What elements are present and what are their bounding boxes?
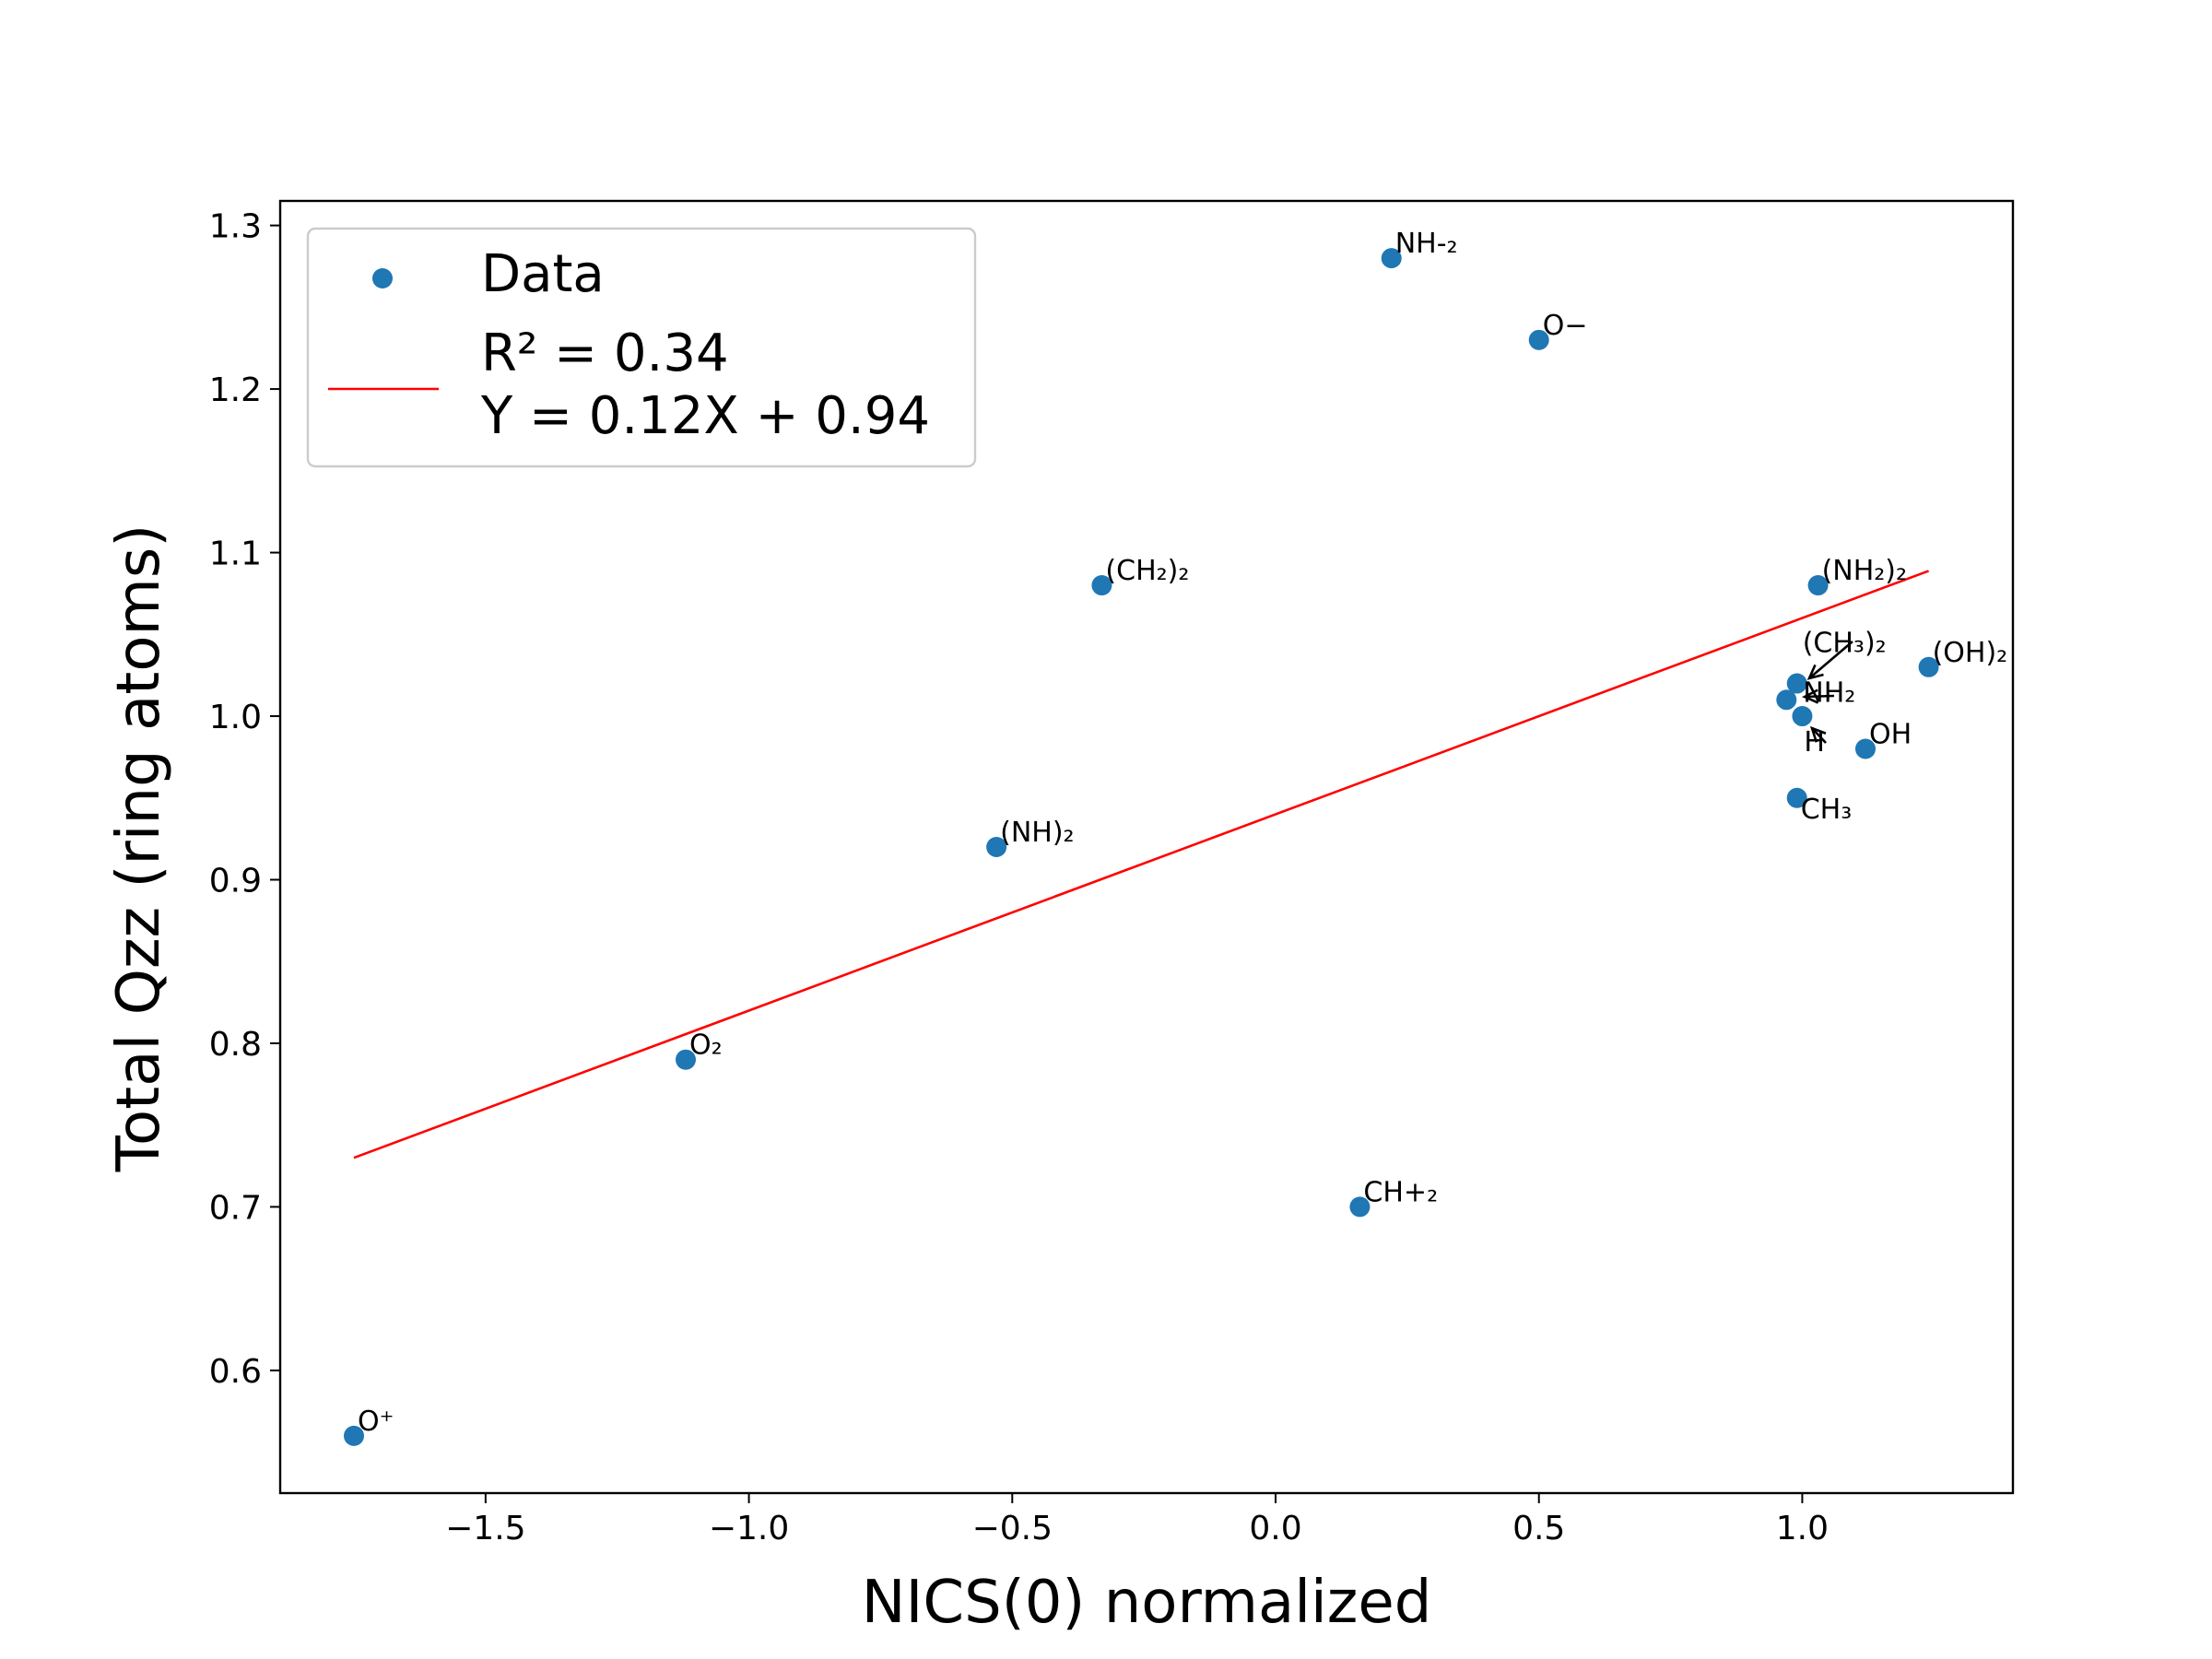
- point-label: (CH₂)₂: [1105, 555, 1189, 587]
- point-label: (OH)₂: [1933, 637, 2008, 669]
- x-tick-label: −0.5: [972, 1510, 1053, 1547]
- annotation-arrowhead: [1806, 664, 1824, 680]
- point-label: H: [1804, 726, 1825, 759]
- legend-data-marker: [372, 268, 393, 288]
- point-label: (NH₂)₂: [1822, 555, 1907, 587]
- legend-fit-r2: R² = 0.34: [481, 324, 729, 383]
- x-axis-ticks: −1.5 −1.0 −0.5 0.0 0.5 1.0: [445, 1493, 1829, 1547]
- y-tick-label: 0.6: [209, 1353, 262, 1391]
- point-label: CH₃: [1801, 794, 1853, 826]
- data-point: [1091, 575, 1112, 596]
- point-label: O−: [1543, 310, 1588, 342]
- y-axis-title: Total Qzz (ring atoms): [105, 524, 173, 1172]
- annotation-arrow: [1808, 641, 1853, 679]
- x-tick-label: −1.5: [445, 1510, 525, 1547]
- y-tick-label: 1.2: [209, 371, 262, 409]
- x-tick-label: −1.0: [709, 1510, 789, 1547]
- x-tick-label: 0.5: [1512, 1510, 1565, 1547]
- point-label: (NH)₂: [1000, 817, 1074, 849]
- annotation-arrowhead: [1802, 688, 1819, 704]
- data-point: [1792, 706, 1813, 727]
- y-axis-ticks: 0.6 0.7 0.8 0.9 1.0 1.1 1.2 1.3: [209, 208, 280, 1391]
- y-tick-label: 0.7: [209, 1189, 262, 1227]
- data-point: [1381, 248, 1402, 269]
- x-axis-title: NICS(0) normalized: [862, 1569, 1432, 1637]
- data-point: [1349, 1196, 1371, 1218]
- legend: Data R² = 0.34 Y = 0.12X + 0.94: [306, 227, 977, 468]
- legend-box: [306, 227, 977, 468]
- y-tick-label: 1.0: [209, 699, 262, 736]
- data-point: [1776, 689, 1797, 711]
- point-label: O₂: [689, 1030, 723, 1062]
- data-point: [1855, 738, 1876, 759]
- data-point: [1528, 329, 1549, 350]
- y-tick-label: 1.1: [209, 535, 262, 573]
- annotation-arrow: [1804, 694, 1835, 699]
- fit-line: [353, 570, 1930, 1159]
- point-label: (CH₃)₂: [1803, 628, 1887, 660]
- y-tick-label: 0.8: [209, 1026, 262, 1064]
- point-label: OH: [1869, 719, 1912, 751]
- x-tick-label: 1.0: [1776, 1510, 1829, 1547]
- y-tick-label: 1.3: [209, 208, 262, 246]
- data-point: [986, 837, 1007, 857]
- data-point: [1807, 575, 1829, 596]
- legend-data-label: Data: [481, 244, 605, 304]
- data-point: [1786, 673, 1807, 694]
- point-label: CH+₂: [1363, 1176, 1438, 1208]
- x-tick-label: 0.0: [1249, 1510, 1301, 1547]
- legend-fit-equation: Y = 0.12X + 0.94: [480, 386, 930, 446]
- data-point: [676, 1049, 696, 1070]
- y-tick-label: 0.9: [209, 862, 262, 900]
- data-point: [1918, 656, 1939, 677]
- point-label: O⁺: [358, 1406, 394, 1438]
- point-label: NH-₂: [1395, 228, 1458, 260]
- data-point: [344, 1425, 364, 1446]
- annotation-arrow: [1811, 727, 1827, 744]
- data-point: [1786, 787, 1807, 808]
- plot-frame: [278, 199, 2015, 1495]
- annotation-arrowhead: [1809, 725, 1827, 743]
